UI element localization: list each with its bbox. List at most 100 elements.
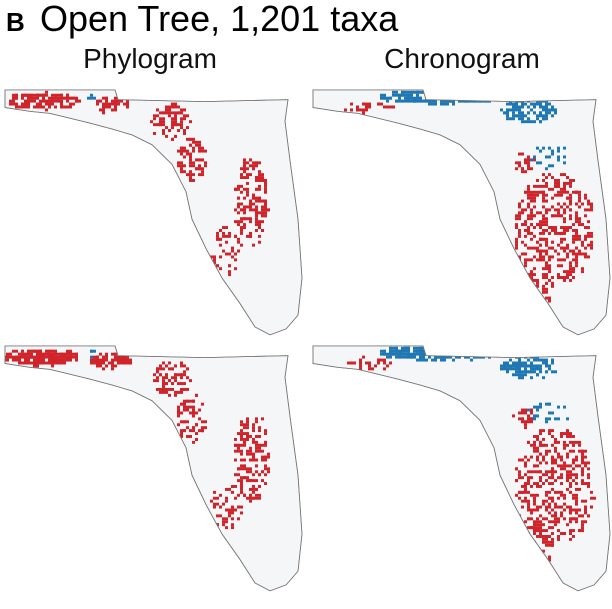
- occurrence-cell: [548, 258, 551, 262]
- occurrence-cell: [267, 452, 270, 456]
- occurrence-cell: [539, 364, 542, 368]
- occurrence-cell: [419, 349, 422, 353]
- occurrence-cell: [545, 264, 548, 268]
- occurrence-cell: [467, 99, 470, 103]
- occurrence-cell: [539, 161, 542, 165]
- occurrence-cell: [527, 205, 530, 209]
- occurrence-cell: [252, 423, 255, 427]
- occurrence-cell: [545, 111, 548, 115]
- occurrence-cell: [51, 364, 54, 368]
- occurrence-cell: [24, 102, 27, 106]
- occurrence-cell: [566, 487, 569, 491]
- occurrence-cell: [455, 352, 458, 356]
- occurrence-cell: [539, 470, 542, 474]
- occurrence-cell: [569, 193, 572, 197]
- occurrence-cell: [258, 170, 261, 174]
- occurrence-cell: [515, 479, 518, 483]
- occurrence-cell: [261, 214, 264, 218]
- occurrence-cell: [383, 105, 386, 109]
- occurrence-cell: [246, 173, 249, 177]
- occurrence-cell: [530, 570, 533, 574]
- occurrence-cell: [258, 446, 261, 450]
- occurrence-cell: [530, 190, 533, 194]
- occurrence-cell: [48, 349, 51, 353]
- occurrence-cell: [216, 237, 219, 241]
- occurrence-cell: [237, 449, 240, 453]
- occurrence-cell: [533, 205, 536, 209]
- occurrence-cell: [551, 470, 554, 474]
- occurrence-cell: [572, 467, 575, 471]
- occurrence-cell: [36, 358, 39, 362]
- occurrence-cell: [518, 161, 521, 165]
- occurrence-cell: [192, 440, 195, 444]
- occurrence-cell: [18, 105, 21, 109]
- occurrence-cell: [575, 520, 578, 524]
- occurrence-cell: [54, 99, 57, 103]
- occurrence-cell: [524, 411, 527, 415]
- occurrence-cell: [542, 361, 545, 365]
- occurrence-cell: [473, 96, 476, 100]
- occurrence-cell: [464, 349, 467, 353]
- occurrence-cell: [536, 117, 539, 121]
- occurrence-cell: [368, 364, 371, 368]
- occurrence-cell: [243, 467, 246, 471]
- occurrence-cell: [545, 287, 548, 291]
- occurrence-cell: [551, 496, 554, 500]
- occurrence-cell: [126, 105, 129, 109]
- occurrence-cell: [42, 355, 45, 359]
- occurrence-cell: [554, 111, 557, 115]
- occurrence-cell: [536, 508, 539, 512]
- occurrence-cell: [548, 476, 551, 480]
- occurrence-cell: [171, 126, 174, 130]
- occurrence-cell: [473, 346, 476, 350]
- occurrence-cell: [54, 349, 57, 353]
- occurrence-cell: [413, 352, 416, 356]
- occurrence-cell: [213, 502, 216, 506]
- occurrence-cell: [192, 173, 195, 177]
- occurrence-cell: [156, 376, 159, 380]
- occurrence-cell: [551, 176, 554, 180]
- occurrence-cell: [180, 411, 183, 415]
- occurrence-cell: [533, 358, 536, 362]
- occurrence-cell: [524, 520, 527, 524]
- occurrence-cell: [365, 105, 368, 109]
- occurrence-cell: [584, 455, 587, 459]
- occurrence-cell: [569, 261, 572, 265]
- occurrence-cell: [219, 514, 222, 518]
- occurrence-cell: [162, 376, 165, 380]
- occurrence-cell: [240, 173, 243, 177]
- occurrence-cell: [590, 208, 593, 212]
- occurrence-cell: [437, 90, 440, 94]
- occurrence-cell: [183, 129, 186, 132]
- occurrence-cell: [204, 149, 207, 153]
- occurrence-cell: [551, 526, 554, 530]
- occurrence-cell: [497, 349, 500, 353]
- panel-label: B: [6, 7, 25, 37]
- occurrence-cell: [545, 181, 548, 185]
- occurrence-cell: [542, 108, 545, 112]
- occurrence-cell: [386, 105, 389, 109]
- occurrence-cell: [530, 476, 533, 480]
- occurrence-cell: [524, 364, 527, 368]
- occurrence-cell: [36, 352, 39, 356]
- occurrence-cell: [560, 493, 563, 497]
- occurrence-cell: [102, 108, 105, 112]
- occurrence-cell: [177, 414, 180, 418]
- occurrence-cell: [503, 367, 506, 371]
- occurrence-cell: [404, 352, 407, 356]
- occurrence-cell: [548, 299, 551, 303]
- occurrence-cell: [455, 89, 458, 91]
- occurrence-cell: [575, 229, 578, 232]
- occurrence-cell: [584, 237, 587, 241]
- occurrence-cell: [572, 267, 575, 271]
- occurrence-cell: [551, 281, 554, 285]
- occurrence-cell: [258, 234, 261, 238]
- occurrence-cell: [554, 193, 557, 197]
- occurrence-cell: [563, 249, 566, 253]
- occurrence-cell: [60, 93, 63, 97]
- occurrence-cell: [527, 408, 530, 412]
- occurrence-cell: [524, 487, 527, 491]
- occurrence-cell: [527, 226, 530, 229]
- occurrence-cell: [240, 229, 243, 232]
- occurrence-cell: [437, 349, 440, 353]
